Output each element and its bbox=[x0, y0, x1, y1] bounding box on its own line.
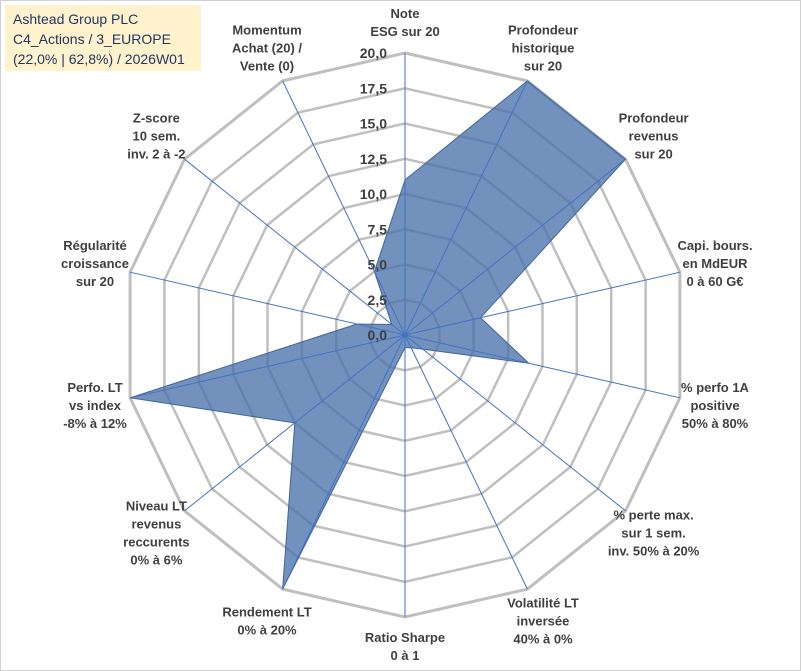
axis-label: Rendement LT 0% à 20% bbox=[222, 605, 311, 638]
tick-label: 5,0 bbox=[368, 257, 388, 273]
axis-label-line: positive bbox=[690, 398, 739, 413]
axis-spoke bbox=[404, 334, 528, 590]
axis-label-line: historique bbox=[512, 41, 575, 56]
axis-label: Profondeur historique sur 20 bbox=[508, 23, 578, 74]
axis-label: Niveau LT revenus reccurents 0% à 6% bbox=[123, 498, 189, 567]
company-name: Ashtead Group PLC bbox=[13, 11, 139, 27]
tick-label: 7,5 bbox=[368, 221, 388, 237]
score-summary: (22,0% | 62,8%) / 2026W01 bbox=[13, 51, 185, 67]
tick-label: 17,5 bbox=[360, 80, 387, 96]
axis-spoke bbox=[404, 158, 626, 336]
axis-label-line: reccurents bbox=[123, 534, 189, 549]
axis-label-line: 50% à 80% bbox=[682, 416, 749, 431]
axis-spoke bbox=[282, 334, 406, 590]
tick-label: 15,0 bbox=[360, 116, 387, 132]
axis-label-line: Note bbox=[391, 6, 420, 21]
axis-label-line: sur 20 bbox=[524, 59, 562, 74]
axis-label-line: inversée bbox=[517, 614, 570, 629]
axis-label-line: inv. 50% à 20% bbox=[608, 543, 700, 558]
axis-label-line: Vente (0) bbox=[240, 59, 294, 74]
axis-label-line: sur 1 sem. bbox=[621, 525, 685, 540]
axis-label-line: % perfo 1A bbox=[681, 380, 750, 395]
axis-label-line: Z-score bbox=[133, 111, 180, 126]
axis-spoke bbox=[282, 80, 406, 336]
axis-label: % perfo 1A positive 50% à 80% bbox=[681, 380, 750, 431]
axis-label: Profondeur revenus sur 20 bbox=[619, 111, 689, 162]
axis-label-line: revenus bbox=[131, 516, 181, 531]
axis-spoke bbox=[404, 271, 681, 336]
axis-label: Capi. bours. en MdEUR 0 à 60 G€ bbox=[677, 238, 752, 289]
axis-label: Note ESG sur 20 bbox=[370, 6, 439, 39]
axis-label: Volatilité LT inversée 40% à 0% bbox=[507, 596, 579, 647]
axis-label-line: % perte max. bbox=[613, 507, 693, 522]
axis-label: Perfo. LT vs index -8% à 12% bbox=[63, 380, 127, 431]
axis-label-line: Ratio Sharpe bbox=[365, 630, 445, 645]
axis-label-line: 0% à 6% bbox=[130, 552, 182, 567]
axis-label-line: Perfo. LT bbox=[67, 380, 122, 395]
axis-label: Z-score 10 sem. inv. 2 à -2 bbox=[127, 111, 185, 162]
axis-label-line: Régularité bbox=[63, 238, 127, 253]
axis-label-line: Profondeur bbox=[619, 111, 689, 126]
axis-label: Momentum Achat (20) / Vente (0) bbox=[232, 23, 302, 74]
title-box: Ashtead Group PLC C4_Actions / 3_EUROPE … bbox=[5, 5, 201, 71]
axis-label-line: -8% à 12% bbox=[63, 416, 127, 431]
axis-label: Régularité croissance sur 20 bbox=[61, 238, 129, 289]
tick-label: 2,5 bbox=[368, 292, 388, 308]
axis-label-line: 40% à 0% bbox=[513, 632, 573, 647]
axis-spoke bbox=[404, 334, 626, 512]
axis-label-line: en MdEUR bbox=[683, 256, 749, 271]
axis-label-line: Rendement LT bbox=[222, 605, 311, 620]
axis-label-line: revenus bbox=[629, 129, 679, 144]
axis-spoke bbox=[129, 334, 406, 399]
axis-label-line: Volatilité LT bbox=[507, 596, 579, 611]
axis-label-line: sur 20 bbox=[634, 147, 672, 162]
axis-label-line: 0 à 60 G€ bbox=[686, 274, 743, 289]
axis-label-line: Momentum bbox=[232, 23, 301, 38]
axis-label: Ratio Sharpe 0 à 1 bbox=[365, 630, 445, 663]
axis-spoke bbox=[404, 80, 528, 336]
tick-label: 12,5 bbox=[360, 151, 387, 167]
portfolio-path: C4_Actions / 3_EUROPE bbox=[13, 31, 171, 47]
axis-spoke bbox=[184, 158, 406, 336]
axis-label-line: croissance bbox=[61, 256, 129, 271]
axis-label-line: sur 20 bbox=[76, 274, 114, 289]
axis-spoke bbox=[129, 271, 406, 336]
axis-spoke bbox=[404, 334, 681, 399]
axis-label-line: Achat (20) / bbox=[232, 41, 302, 56]
axis-spoke bbox=[184, 334, 406, 512]
axis-label-line: Niveau LT bbox=[126, 498, 187, 513]
axis-label-line: ESG sur 20 bbox=[370, 24, 439, 39]
tick-label: 0,0 bbox=[368, 327, 388, 343]
tick-label: 10,0 bbox=[360, 186, 387, 202]
axis-label-line: 10 sem. bbox=[133, 129, 181, 144]
axis-label-line: vs index bbox=[69, 398, 122, 413]
axis-label-line: inv. 2 à -2 bbox=[127, 147, 185, 162]
axis-label-line: Capi. bours. bbox=[677, 238, 752, 253]
axis-label-line: 0 à 1 bbox=[391, 648, 420, 663]
axis-label-line: Profondeur bbox=[508, 23, 578, 38]
axis-label: % perte max. sur 1 sem. inv. 50% à 20% bbox=[608, 507, 700, 558]
tick-label: 20,0 bbox=[360, 45, 387, 61]
axis-label-line: 0% à 20% bbox=[237, 623, 297, 638]
